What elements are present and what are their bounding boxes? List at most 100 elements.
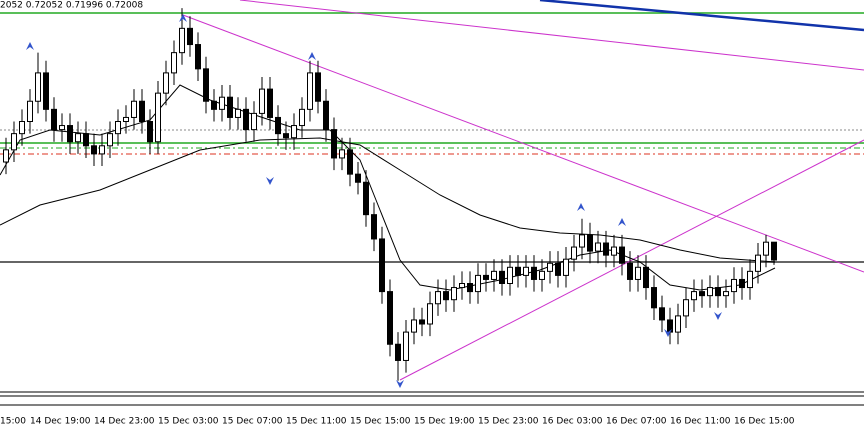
candle-body — [27, 100, 33, 122]
candle-body — [123, 116, 129, 122]
candle-body — [355, 173, 361, 183]
fractal-up — [26, 42, 34, 50]
candle-body — [603, 242, 609, 256]
moving-average — [0, 137, 776, 263]
candle-body — [11, 133, 17, 151]
candle-body — [163, 72, 169, 94]
candle-body — [107, 133, 113, 147]
candle-body — [267, 88, 273, 118]
candle-body — [643, 266, 649, 289]
x-tick-label: 15:00 — [0, 417, 26, 427]
candle-body — [731, 278, 737, 293]
candle-body — [435, 291, 441, 305]
candle-body — [659, 307, 665, 321]
candle-body — [323, 100, 329, 131]
candle-body — [219, 96, 225, 110]
candle-body — [499, 270, 505, 285]
fractal-down — [396, 380, 404, 388]
candle-body — [275, 116, 281, 135]
fractal-up — [179, 14, 187, 22]
trend-line — [539, 0, 864, 32]
candle-body — [651, 287, 657, 309]
candle-body — [523, 266, 529, 276]
candle-body — [195, 44, 201, 70]
fractal-up — [577, 203, 585, 211]
candle-body — [259, 88, 265, 114]
candle-body — [227, 96, 233, 118]
candle-body — [491, 270, 497, 280]
candle-body — [307, 72, 313, 110]
x-tick-label: 16 Dec 11:00 — [670, 417, 731, 427]
candle-body — [547, 262, 553, 272]
candle-body — [771, 241, 777, 261]
ohlc-header: 2052 0.72052 0.71996 0.72008 — [0, 1, 143, 11]
candle-body — [235, 108, 241, 118]
candle-body — [475, 274, 481, 293]
candle-body — [675, 315, 681, 333]
candle-body — [755, 254, 761, 272]
candle-body — [571, 246, 577, 260]
fractal-up — [308, 52, 316, 60]
candle-body — [555, 262, 561, 276]
candle-body — [587, 234, 593, 252]
candle-body — [83, 133, 89, 147]
fractal-down — [714, 312, 722, 320]
candle-body — [131, 100, 137, 118]
candle-body — [443, 291, 449, 301]
candle-body — [739, 278, 745, 289]
candle-body — [507, 266, 513, 284]
trend-line — [239, 0, 864, 71]
candle-body — [691, 291, 697, 301]
candle-body — [283, 133, 289, 139]
candle-body — [539, 270, 545, 280]
candle-body — [67, 125, 73, 143]
candle-body — [595, 242, 601, 252]
candle-body — [715, 287, 721, 297]
candle-body — [563, 258, 569, 276]
trend-line — [399, 139, 864, 381]
x-tick-label: 15 Dec 07:00 — [222, 417, 283, 427]
candle-body — [363, 181, 369, 216]
candle-body — [683, 299, 689, 317]
candle-body — [515, 266, 521, 276]
candle-body — [531, 266, 537, 280]
candle-body — [251, 112, 257, 131]
candle-body — [147, 121, 153, 143]
fractal-down — [664, 329, 672, 337]
drawn-objects — [0, 0, 864, 381]
candle-body — [467, 283, 473, 293]
x-tick-label: 15 Dec 23:00 — [478, 417, 539, 427]
trend-line — [182, 14, 864, 273]
fractal-down — [266, 177, 274, 185]
candle-body — [667, 319, 673, 333]
candle-body — [115, 121, 121, 135]
candle-body — [339, 149, 345, 159]
candle-body — [411, 319, 417, 333]
x-tick-label: 15 Dec 11:00 — [286, 417, 347, 427]
x-tick-label: 14 Dec 23:00 — [94, 417, 155, 427]
candle-body — [75, 133, 81, 143]
x-tick-label: 15 Dec 15:00 — [350, 417, 411, 427]
candle-body — [459, 283, 465, 289]
candle-body — [299, 108, 305, 127]
candle-body — [155, 92, 161, 143]
candle-body — [139, 100, 145, 122]
candle-body — [91, 145, 97, 155]
candle-body — [211, 100, 217, 110]
candle-body — [483, 274, 489, 280]
candle-body — [187, 27, 193, 46]
candle-body — [19, 121, 25, 135]
candle-body — [171, 52, 177, 74]
candle-body — [723, 291, 729, 297]
candle-body — [451, 287, 457, 301]
candle-body — [315, 72, 321, 102]
candle-body — [579, 234, 585, 248]
candle-body — [403, 331, 409, 361]
candle-body — [747, 270, 753, 289]
candle-body — [43, 72, 49, 110]
x-tick-label: 16 Dec 07:00 — [606, 417, 667, 427]
candle-body — [627, 262, 633, 280]
candle-body — [635, 266, 641, 280]
candle-body — [203, 68, 209, 102]
fractal-up — [618, 218, 626, 226]
